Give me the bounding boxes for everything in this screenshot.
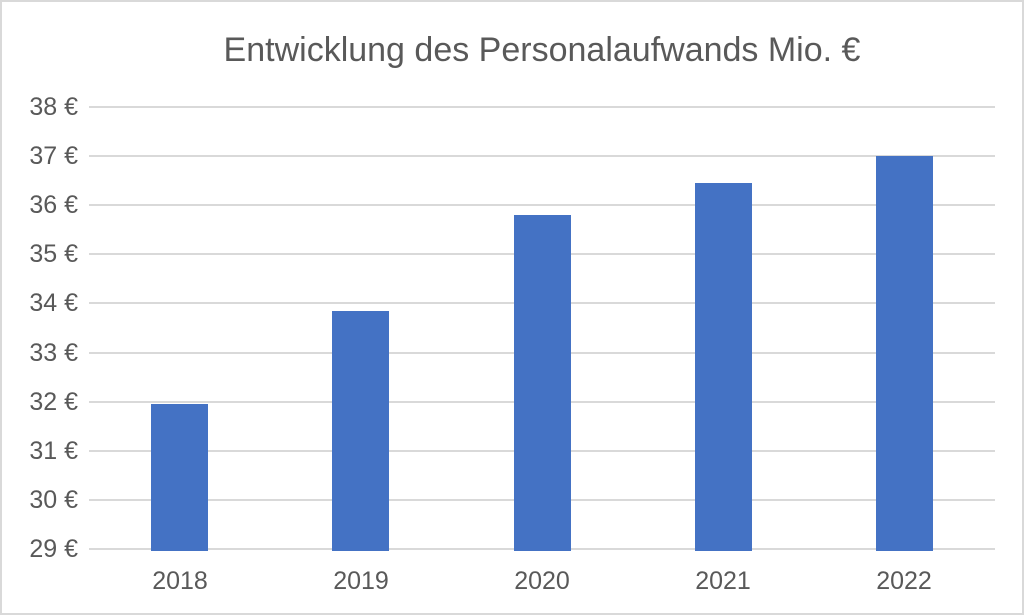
bar-2019 [332, 311, 389, 551]
chart-title: Entwicklung des Personalaufwands Mio. € [223, 31, 861, 69]
x-axis-tick-label: 2019 [333, 567, 389, 595]
y-axis-tick-label: 37 € [29, 142, 78, 170]
y-axis-tick-label: 30 € [29, 486, 78, 514]
y-axis-tick-label: 33 € [29, 339, 78, 367]
y-axis-tick-label: 34 € [29, 289, 78, 317]
y-axis-tick-label: 29 € [29, 535, 78, 563]
x-axis-tick-label: 2022 [876, 567, 932, 595]
y-axis-tick-label: 35 € [29, 240, 78, 268]
y-axis-tick-label: 36 € [29, 191, 78, 219]
y-axis-tick-label: 31 € [29, 437, 78, 465]
gridline [89, 155, 995, 157]
x-axis-tick-label: 2018 [152, 567, 208, 595]
y-axis-tick-label: 38 € [29, 93, 78, 121]
bar-2022 [876, 156, 933, 551]
bar-2020 [514, 215, 571, 551]
x-axis-tick-label: 2021 [695, 567, 751, 595]
gridline [89, 204, 995, 206]
bar-2018 [151, 404, 208, 551]
gridline [89, 106, 995, 108]
bar-2021 [695, 183, 752, 551]
x-axis-tick-label: 2020 [514, 567, 570, 595]
y-axis-tick-label: 32 € [29, 388, 78, 416]
